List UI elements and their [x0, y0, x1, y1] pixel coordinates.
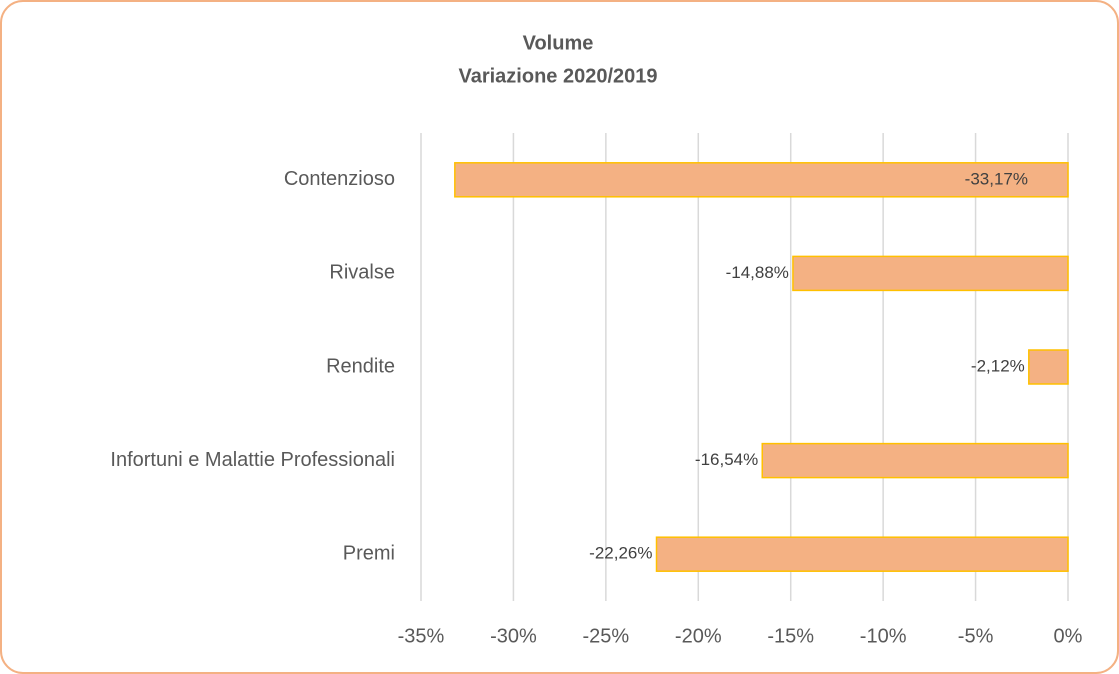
bar [792, 255, 1069, 292]
chart-title: Volume [523, 32, 594, 54]
bar [655, 536, 1069, 572]
x-tick-label: -5% [958, 625, 994, 647]
x-tick-label: -10% [860, 625, 907, 647]
value-label: -33,17% [965, 169, 1028, 188]
bar [761, 442, 1069, 479]
x-tick-label: -15% [767, 625, 814, 647]
value-label: -16,54% [695, 450, 758, 469]
y-tick-label: Contenzioso [284, 168, 395, 190]
x-tick-label: -35% [398, 625, 445, 647]
value-label: -2,12% [971, 356, 1025, 375]
bar [1028, 349, 1069, 385]
value-label: -14,88% [726, 263, 789, 282]
x-tick-label: -25% [583, 625, 630, 647]
x-tick-label: 0% [1054, 625, 1083, 647]
y-tick-label: Infortuni e Malattie Professionali [110, 449, 395, 471]
chart-subtitle: Variazione 2020/2019 [458, 65, 657, 87]
x-tick-label: -30% [490, 625, 537, 647]
y-tick-label: Rivalse [329, 262, 395, 284]
y-tick-label: Premi [343, 542, 395, 564]
value-label: -22,26% [589, 544, 652, 563]
bar [454, 162, 1069, 198]
y-tick-label: Rendite [326, 355, 395, 377]
x-tick-label: -20% [675, 625, 722, 647]
